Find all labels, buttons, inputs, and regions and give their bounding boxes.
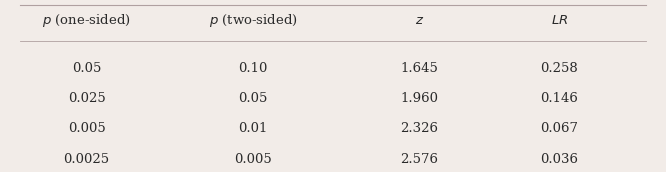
- Text: 0.05: 0.05: [72, 62, 101, 75]
- Text: 0.025: 0.025: [68, 92, 105, 105]
- Text: $LR$: $LR$: [551, 14, 568, 27]
- Text: 0.005: 0.005: [68, 122, 105, 136]
- Text: $z$: $z$: [415, 14, 424, 27]
- Text: 0.10: 0.10: [238, 62, 268, 75]
- Text: 0.0025: 0.0025: [63, 153, 110, 166]
- Text: $p$ (two-sided): $p$ (two-sided): [208, 12, 298, 29]
- Text: 0.067: 0.067: [540, 122, 579, 136]
- Text: 0.05: 0.05: [238, 92, 268, 105]
- Text: 2.576: 2.576: [400, 153, 439, 166]
- Text: $p$ (one-sided): $p$ (one-sided): [42, 12, 131, 29]
- Text: 2.326: 2.326: [400, 122, 439, 136]
- Text: 0.146: 0.146: [541, 92, 578, 105]
- Text: 1.960: 1.960: [400, 92, 439, 105]
- Text: 0.01: 0.01: [238, 122, 268, 136]
- Text: 0.036: 0.036: [540, 153, 579, 166]
- Text: 1.645: 1.645: [401, 62, 438, 75]
- Text: 0.005: 0.005: [234, 153, 272, 166]
- Text: 0.258: 0.258: [541, 62, 578, 75]
